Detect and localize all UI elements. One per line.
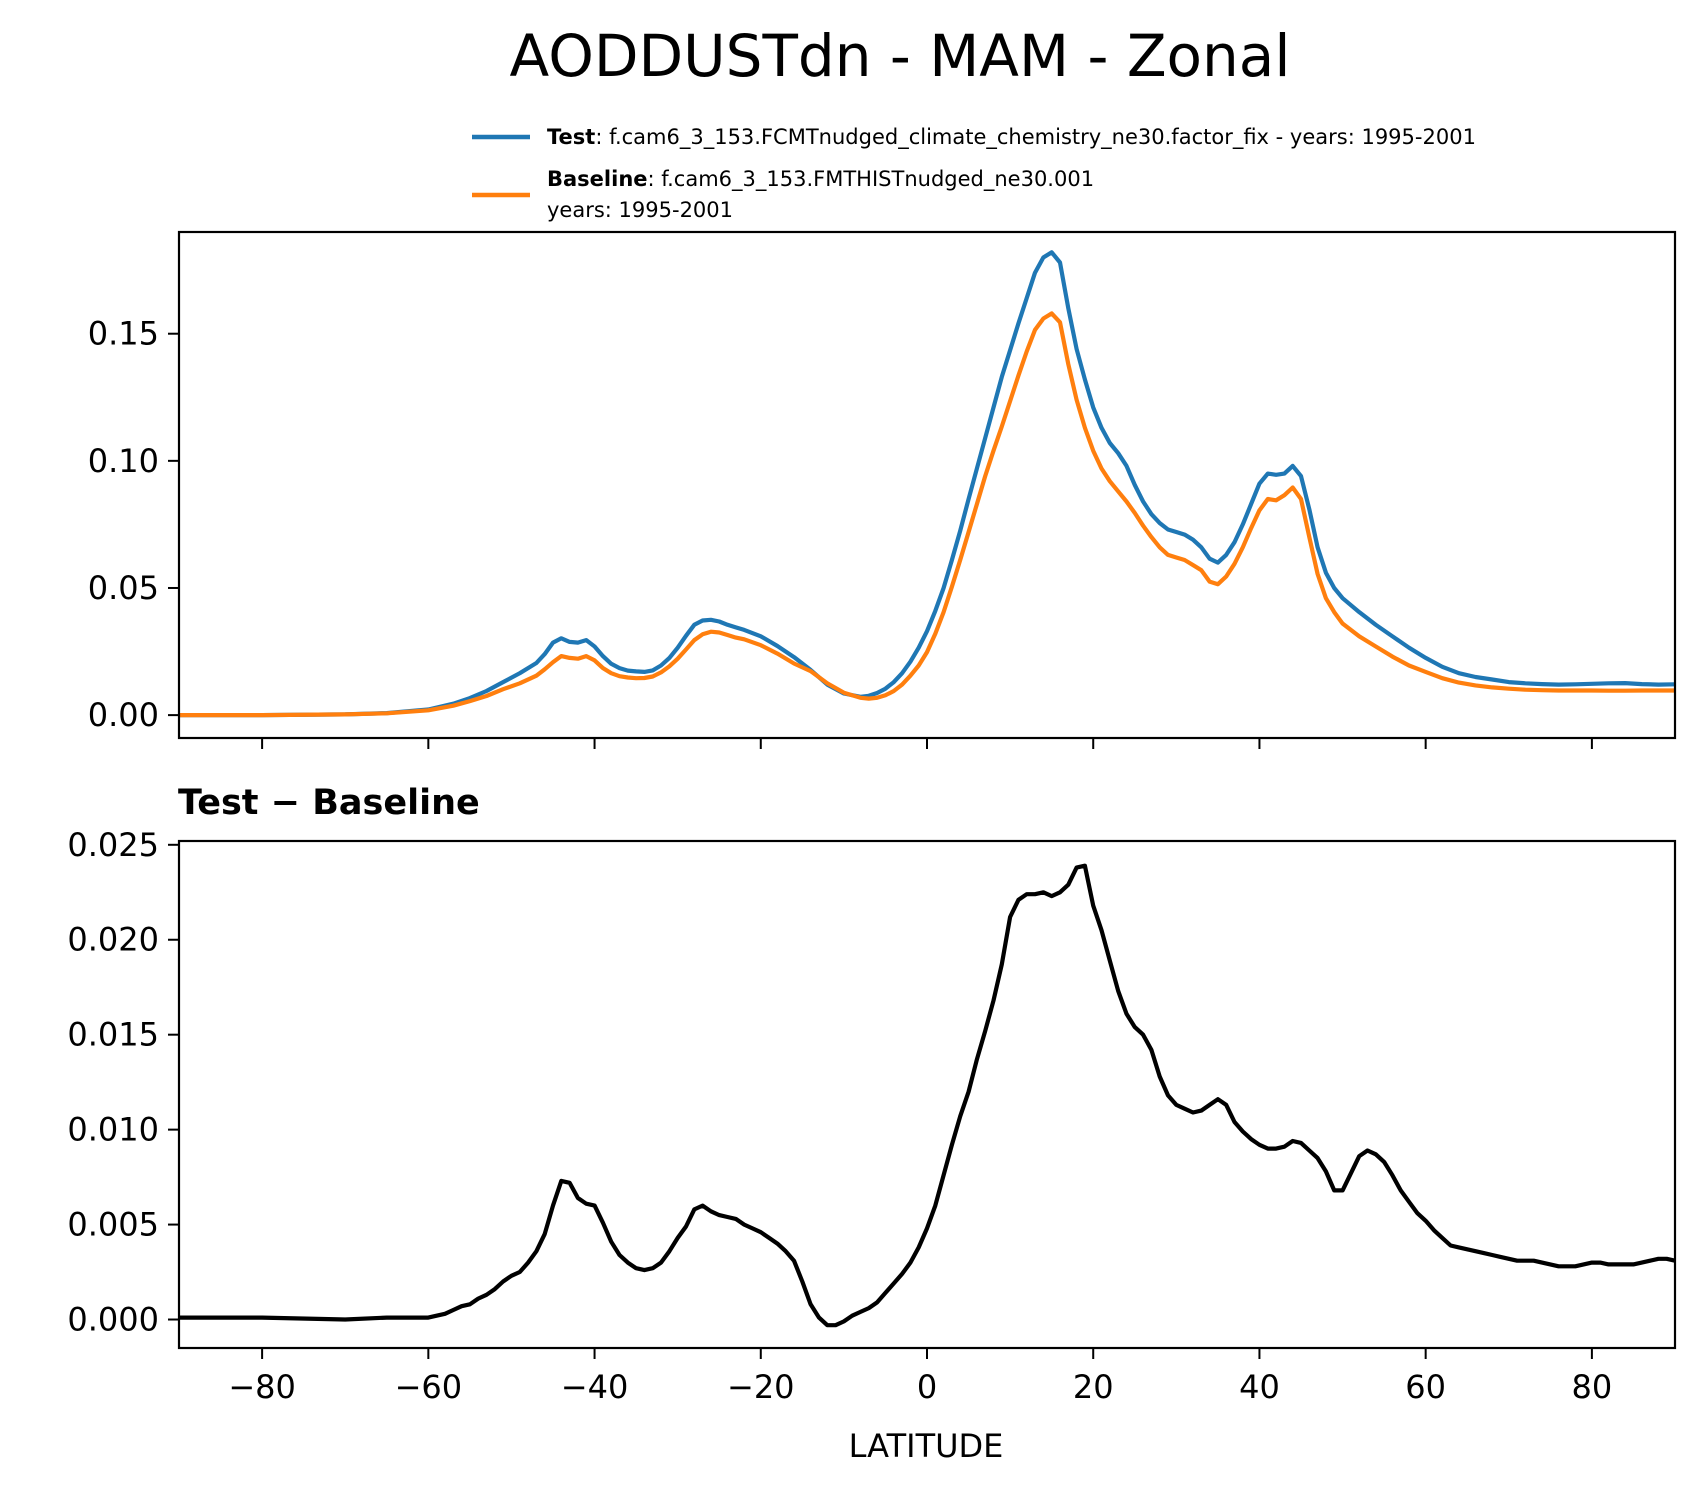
x-tick-label: −40: [561, 1368, 629, 1406]
x-tick-label: 80: [1572, 1368, 1613, 1406]
diff-y-tick-label: 0.020: [67, 921, 159, 959]
diff-y-tick-label: 0.005: [67, 1206, 159, 1244]
legend-baseline-name: Baseline: [547, 167, 648, 191]
diff-panel-frame: [177, 839, 1677, 1350]
diff-panel-ticks: −80 −60 −40 −20 0 20 40 60 80 0.000 0.005 0.010 0.01…: [67, 826, 1612, 1406]
x-tick-label: −60: [395, 1368, 463, 1406]
diff-panel: −80 −60 −40 −20 0 20 40 60 80 0.000 0.005 0.010 0.01…: [67, 826, 1677, 1406]
legend-baseline-label: : f.cam6_3_153.FMTHISTnudged_ne30.001: [648, 167, 1095, 192]
x-tick-label: −20: [727, 1368, 795, 1406]
diff-y-tick-label: 0.015: [67, 1016, 159, 1054]
top-panel-ticks: 0.00 0.05 0.10 0.15: [88, 315, 1593, 749]
top-y-tick-label: 0.05: [88, 569, 159, 607]
diff-panel-lines: [179, 863, 1676, 1328]
top-panel: 0.00 0.05 0.10 0.15: [88, 230, 1677, 749]
x-tick-label: 0: [917, 1368, 937, 1406]
legend-test-label: : f.cam6_3_153.FCMTnudged_climate_chemis…: [595, 125, 1476, 150]
diff-y-tick-label: 0.000: [67, 1301, 159, 1339]
top-y-tick-label: 0.00: [88, 696, 159, 734]
x-tick-label: −80: [228, 1368, 296, 1406]
legend: Test: f.cam6_3_153.FCMTnudged_climate_ch…: [472, 125, 1476, 222]
legend-test-entry: Test: f.cam6_3_153.FCMTnudged_climate_ch…: [547, 125, 1476, 150]
top-y-tick-label: 0.10: [88, 442, 159, 480]
top-panel-lines: [179, 250, 1676, 718]
legend-baseline-years: years: 1995-2001: [547, 198, 733, 222]
legend-baseline-entry: Baseline: f.cam6_3_153.FMTHISTnudged_ne3…: [547, 167, 1094, 192]
chart-title: AODDUSTdn - MAM - Zonal: [510, 22, 1291, 90]
top-series-test-line: [179, 250, 1676, 718]
top-series-baseline-line: [179, 311, 1675, 718]
legend-test-name: Test: [547, 125, 595, 149]
diff-y-tick-label: 0.025: [67, 826, 159, 864]
x-tick-label: 20: [1073, 1368, 1114, 1406]
x-axis-label: LATITUDE: [849, 1427, 1004, 1465]
x-tick-label: 40: [1239, 1368, 1280, 1406]
x-tick-label: 60: [1405, 1368, 1446, 1406]
diff-series-test-baseline-line: [179, 863, 1676, 1328]
diff-panel-title: Test − Baseline: [178, 783, 480, 823]
top-y-tick-label: 0.15: [88, 315, 159, 353]
diff-y-tick-label: 0.010: [67, 1111, 159, 1149]
top-panel-frame: [177, 230, 1677, 740]
